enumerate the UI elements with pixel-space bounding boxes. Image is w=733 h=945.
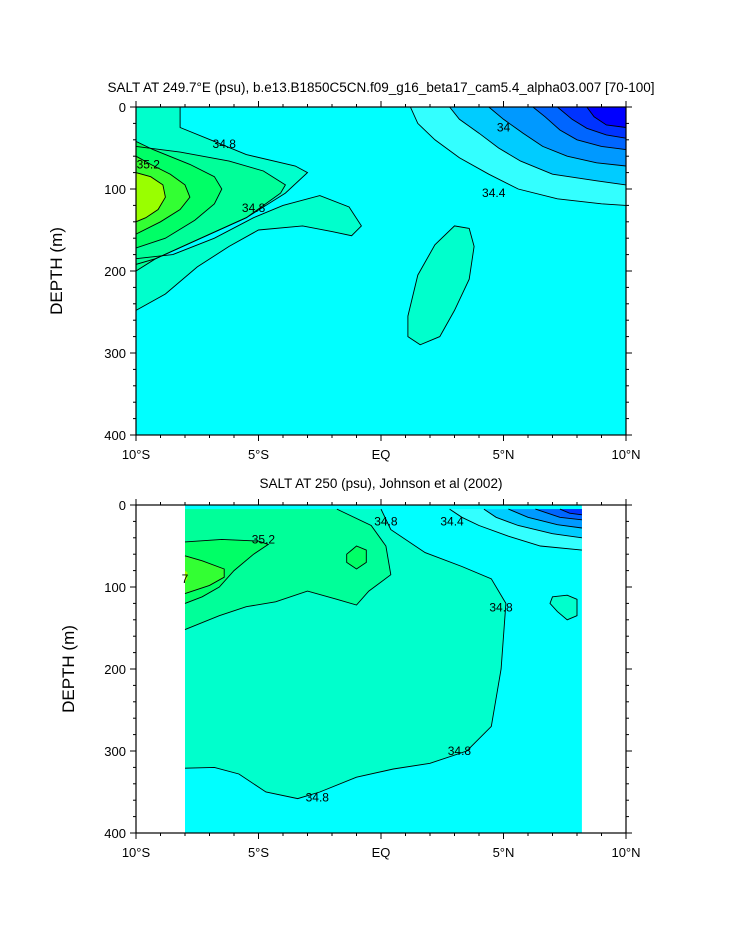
contour-label: 34.4: [482, 186, 506, 200]
axis-ticks: [130, 499, 632, 839]
contour-34-8-outer: [136, 195, 362, 311]
y-tick-label: 400: [104, 428, 126, 443]
contour-label: 34.8: [242, 201, 266, 215]
contour-33-6: [559, 508, 582, 516]
y-tick-label: 300: [104, 744, 126, 759]
contour-label: 34.4: [440, 514, 464, 528]
model-panel-title: SALT AT 249.7°E (psu), b.e13.B1850C5CN.f…: [107, 80, 654, 95]
contour-label: 34.8: [374, 514, 398, 528]
contour-35-4: [136, 155, 191, 235]
model-panel-ylabel: DEPTH (m): [47, 227, 66, 315]
contour-label: 34.8: [489, 601, 513, 615]
band-35-0: [185, 509, 391, 630]
y-tick-label: 300: [104, 346, 126, 361]
band-33-4-north: [586, 107, 626, 128]
observed-panel-ylabel: DEPTH (m): [59, 625, 78, 713]
x-tick-label: 10°N: [611, 845, 640, 860]
x-tick-label: 5°S: [248, 447, 269, 462]
island-34-8-north: [550, 595, 577, 620]
y-tick-label: 100: [104, 580, 126, 595]
model-salinity-panel: SALT AT 249.7°E (psu), b.e13.B1850C5CN.f…: [47, 80, 655, 462]
x-tick-label: 5°N: [493, 447, 515, 462]
island-35-2-eq: [346, 546, 367, 569]
band-33-6-north: [559, 509, 582, 515]
contour-34-0: [508, 508, 582, 529]
band-35-6: [185, 570, 188, 583]
contour-35-2: [184, 538, 270, 604]
y-tick-label: 0: [119, 100, 126, 115]
x-tick-label: 10°S: [122, 447, 151, 462]
x-tick-label: EQ: [372, 845, 391, 860]
x-tick-label: 5°S: [248, 845, 269, 860]
contour-34-2: [449, 107, 626, 186]
contour-33-8: [535, 508, 582, 521]
contour-35-4: [184, 555, 225, 595]
contour-label: 35.2: [137, 157, 161, 171]
plot-area: 34.8 35.2 34.8 34 34.4: [136, 107, 626, 435]
x-tick-label: 10°S: [122, 845, 151, 860]
axis-ticks: [130, 101, 632, 441]
contour-34-4: [409, 107, 626, 206]
y-tick-label: 200: [104, 264, 126, 279]
contour-label: 34.8: [306, 791, 330, 805]
contour-34-0: [488, 107, 626, 167]
plot-area: 35.2 34.8 34.4 34.8 34.8 34.8 7: [182, 505, 582, 833]
x-tick-label: 5°N: [493, 845, 515, 860]
y-tick-label: 100: [104, 182, 126, 197]
contour-34-4: [449, 508, 582, 551]
contour-35-0: [136, 145, 287, 272]
band-35-4: [185, 555, 225, 594]
contour-label: 34.8: [213, 137, 237, 151]
y-tick-label: 400: [104, 826, 126, 841]
contour-34-8-island: [407, 225, 475, 346]
observed-salinity-panel: SALT AT 250 (psu), Johnson et al (2002) …: [59, 476, 641, 860]
contour-34-8-island: [549, 594, 578, 621]
band-34-8-south-outer: [136, 195, 362, 311]
band-35-2: [185, 539, 269, 604]
x-tick-label: 10°N: [611, 447, 640, 462]
contour-label: 34: [497, 121, 511, 135]
contour-label: 7: [182, 572, 189, 586]
y-tick-label: 0: [119, 498, 126, 513]
contour-35-2: [136, 140, 223, 249]
contour-33-4: [586, 107, 626, 128]
contour-34-8-main: [184, 508, 507, 800]
observed-panel-title: SALT AT 250 (psu), Johnson et al (2002): [260, 476, 503, 491]
contour-33-6: [557, 107, 626, 139]
contour-label: 35.2: [252, 532, 276, 546]
contour-35-6: [136, 172, 166, 223]
contour-35-2-island: [346, 545, 367, 570]
contour-34-2: [483, 508, 582, 539]
contour-35-0: [184, 508, 392, 631]
contour-33-8: [532, 107, 626, 151]
x-tick-label: EQ: [372, 447, 391, 462]
island-34-8-eq: [407, 225, 475, 345]
contour-label: 34.8: [448, 744, 472, 758]
y-tick-label: 200: [104, 662, 126, 677]
